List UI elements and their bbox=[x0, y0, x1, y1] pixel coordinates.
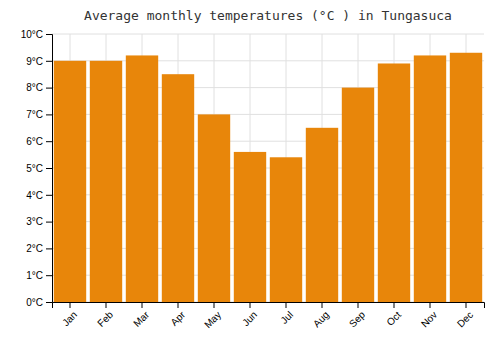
y-tick-mark bbox=[46, 195, 52, 196]
plot: Jan Feb Mar Apr May Jun Jul Aug Sep Oct Nov Dec 0°C 1… bbox=[21, 29, 485, 331]
x-tick: May bbox=[202, 302, 223, 330]
bar bbox=[126, 55, 158, 302]
x-tick-mark bbox=[358, 302, 359, 308]
bar bbox=[54, 61, 86, 302]
y-tick-mark bbox=[46, 275, 52, 276]
bar bbox=[378, 63, 410, 302]
y-tick-mark bbox=[46, 168, 52, 169]
y-tick-mark bbox=[46, 302, 52, 303]
y-tick-mark bbox=[46, 222, 52, 223]
x-tick: Aug bbox=[311, 302, 331, 329]
y-tick-label: 7°C bbox=[26, 109, 43, 120]
y-tick: 1°C bbox=[26, 270, 52, 281]
x-tick-label: Jan bbox=[60, 309, 79, 328]
x-tick: Apr bbox=[168, 302, 187, 328]
x-tick-label: Oct bbox=[384, 309, 403, 328]
y-tick-mark bbox=[46, 248, 52, 249]
x-tick: Jun bbox=[240, 302, 259, 328]
x-tick: Mar bbox=[131, 302, 151, 329]
y-tick-mark bbox=[46, 114, 52, 115]
x-tick-label: May bbox=[202, 309, 223, 330]
x-tick-mark bbox=[430, 302, 431, 308]
x-tick: Jan bbox=[60, 302, 79, 328]
grid bbox=[52, 34, 484, 302]
x-axis: Jan Feb Mar Apr May Jun Jul Aug Sep Oct Nov Dec bbox=[53, 302, 485, 330]
y-tick-mark bbox=[46, 88, 52, 89]
bar bbox=[414, 55, 446, 302]
bar bbox=[450, 53, 482, 302]
y-axis: 0°C 1°C 2°C 3°C 4°C 5°C 6°C 7°C 8°C 9°C 10°C bbox=[21, 29, 53, 308]
y-tick-mark bbox=[46, 34, 52, 35]
y-tick-label: 5°C bbox=[26, 163, 43, 174]
x-tick: Jul bbox=[278, 302, 295, 326]
y-tick: 5°C bbox=[26, 163, 52, 174]
y-tick-label: 2°C bbox=[26, 243, 43, 254]
x-tick: Dec bbox=[455, 302, 475, 329]
y-tick-label: 3°C bbox=[26, 216, 43, 227]
x-tick-mark bbox=[178, 302, 179, 308]
y-tick: 7°C bbox=[26, 109, 52, 120]
x-tick: Oct bbox=[384, 302, 403, 328]
x-tick-mark bbox=[142, 302, 143, 308]
x-tick-label: Dec bbox=[455, 309, 475, 329]
y-tick-label: 10°C bbox=[21, 29, 43, 40]
x-tick-label: Nov bbox=[419, 309, 439, 329]
y-tick: 0°C bbox=[26, 297, 52, 308]
y-tick: 8°C bbox=[26, 82, 52, 93]
y-tick: 4°C bbox=[26, 190, 52, 201]
x-tick: Nov bbox=[419, 302, 439, 329]
x-tick: Sep bbox=[347, 302, 368, 329]
x-tick-mark bbox=[322, 302, 323, 308]
y-tick-label: 8°C bbox=[26, 82, 43, 93]
x-tick-mark bbox=[250, 302, 251, 308]
y-tick: 10°C bbox=[21, 29, 52, 40]
grid-line bbox=[52, 34, 484, 35]
chart: Jan Feb Mar Apr May Jun Jul Aug Sep Oct Nov Dec 0°C 1… bbox=[0, 0, 500, 350]
x-tick-mark bbox=[70, 302, 71, 308]
x-tick-label: Feb bbox=[95, 309, 115, 329]
x-tick-mark bbox=[286, 302, 287, 308]
bar bbox=[306, 128, 338, 302]
title: Average monthly temperatures (°C ) in Tu… bbox=[84, 8, 452, 23]
x-tick-mark bbox=[466, 302, 467, 308]
y-axis-line bbox=[46, 35, 53, 303]
x-tick-mark bbox=[394, 302, 395, 308]
x-tick-label: Sep bbox=[347, 309, 368, 330]
bar bbox=[342, 88, 374, 302]
x-tick-label: Jul bbox=[278, 309, 295, 326]
x-axis-line bbox=[53, 303, 485, 309]
y-tick: 9°C bbox=[26, 56, 52, 67]
x-tick-mark bbox=[106, 302, 107, 308]
y-tick: 3°C bbox=[26, 216, 52, 227]
y-tick: 2°C bbox=[26, 243, 52, 254]
y-tick-label: 1°C bbox=[26, 270, 43, 281]
x-tick-mark bbox=[214, 302, 215, 308]
x-tick: Feb bbox=[95, 302, 115, 329]
y-tick-mark bbox=[46, 61, 52, 62]
y-tick-label: 6°C bbox=[26, 136, 43, 147]
bar bbox=[162, 74, 194, 302]
bars bbox=[54, 53, 482, 302]
x-tick-label: Apr bbox=[168, 309, 187, 328]
x-tick-label: Jun bbox=[240, 309, 259, 328]
bar bbox=[90, 61, 122, 302]
y-tick-label: 9°C bbox=[26, 56, 43, 67]
y-tick-label: 0°C bbox=[26, 297, 43, 308]
x-tick-label: Mar bbox=[131, 309, 151, 329]
y-tick-label: 4°C bbox=[26, 190, 43, 201]
bar bbox=[234, 152, 266, 302]
bar bbox=[270, 157, 302, 302]
x-tick-label: Aug bbox=[311, 309, 331, 329]
y-tick-mark bbox=[46, 141, 52, 142]
bar bbox=[198, 114, 230, 302]
y-tick: 6°C bbox=[26, 136, 52, 147]
